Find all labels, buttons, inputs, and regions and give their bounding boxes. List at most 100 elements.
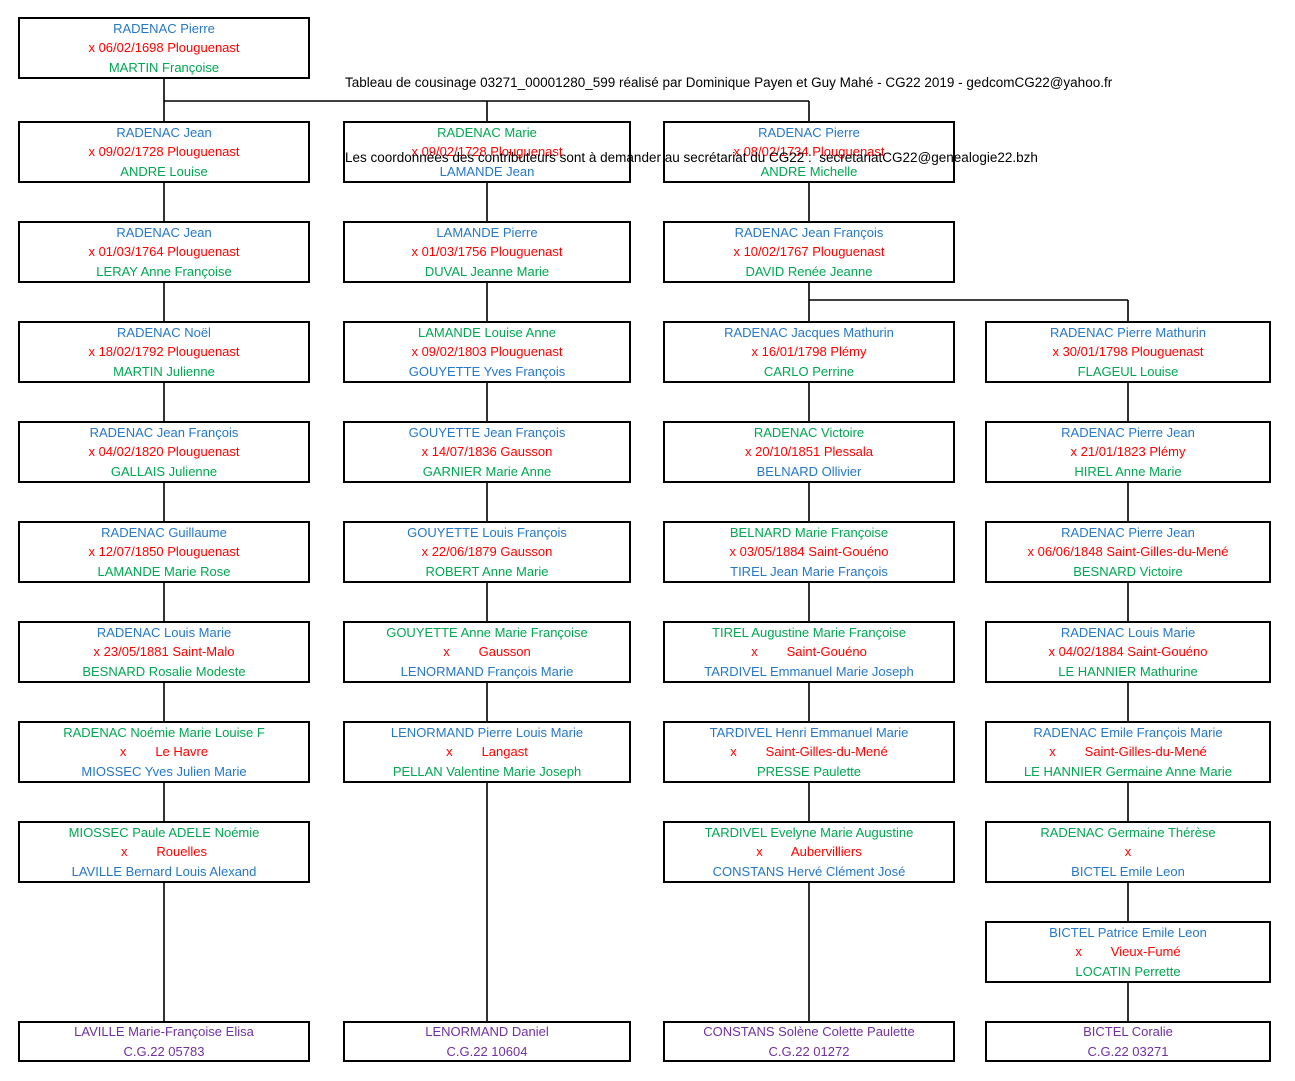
spouse-name: GALLAIS Julienne xyxy=(110,463,218,479)
person-box: RADENAC Marie x 09/02/1728 Plouguenast LAM… xyxy=(343,121,631,183)
marriage-info: x 01/03/1756 Plouguenast xyxy=(411,244,563,260)
person-box: LAMANDE Pierre x 01/03/1756 Plouguenast DU… xyxy=(343,221,631,283)
person-box: LAMANDE Louise Anne x 09/02/1803 Plouguen… xyxy=(343,321,631,383)
person-name: RADENAC Noël xyxy=(117,324,211,340)
person-name: MIOSSEC Paule ADELE Noémie xyxy=(68,824,260,840)
spouse-name: ANDRE Michelle xyxy=(760,163,858,179)
terminal-box: LENORMAND Daniel C.G.22 10604 xyxy=(343,1021,631,1062)
marriage-info: x 06/02/1698 Plouguenast xyxy=(88,40,240,56)
marriage-info: x 16/01/1798 Plémy xyxy=(751,344,867,360)
chart-subtitle: Les coordonnées des contributeurs sont à… xyxy=(345,150,1038,165)
terminal-box: BICTEL Coralie C.G.22 03271 xyxy=(985,1021,1271,1062)
person-box: RADENAC Victoire x 20/10/1851 Plessala BEL… xyxy=(663,421,955,483)
spouse-name: GARNIER Marie Anne xyxy=(422,463,552,479)
person-box: RADENAC Pierre Jean x 06/06/1848 Saint-Gi… xyxy=(985,521,1271,583)
person-name: LAMANDE Pierre xyxy=(436,224,538,240)
marriage-info: x 12/07/1850 Plouguenast xyxy=(88,544,240,560)
person-box: RADENAC Emile François Marie x Saint-Gill… xyxy=(985,721,1271,783)
marriage-info: x 22/06/1879 Gausson xyxy=(421,544,553,560)
marriage-info: x 09/02/1728 Plouguenast xyxy=(411,144,563,160)
person-name: RADENAC Germaine Thérèse xyxy=(1040,824,1216,840)
person-box: RADENAC Louis Marie x 04/02/1884 Saint-Go… xyxy=(985,621,1271,683)
person-box: RADENAC Pierre x 08/02/1734 Plouguenast AN… xyxy=(663,121,955,183)
marriage-info: x Saint-Gilles-du-Mené xyxy=(1049,744,1207,760)
person-box: TARDIVEL Henri Emmanuel Marie x Saint-Gil… xyxy=(663,721,955,783)
spouse-name: ROBERT Anne Marie xyxy=(425,563,549,579)
person-name: TIREL Augustine Marie Françoise xyxy=(712,624,906,640)
person-box: RADENAC Guillaume x 12/07/1850 Plouguenas… xyxy=(18,521,310,583)
marriage-info: x 18/02/1792 Plouguenast xyxy=(88,344,240,360)
spouse-name: ANDRE Louise xyxy=(120,163,208,179)
marriage-info: x Vieux-Fumé xyxy=(1075,944,1181,960)
person-box: RADENAC Jean x 01/03/1764 Plouguenast LERA… xyxy=(18,221,310,283)
person-name: RADENAC Pierre Jean xyxy=(1061,424,1195,440)
marriage-info: x 23/05/1881 Saint-Malo xyxy=(93,644,235,660)
person-box: RADENAC Jean François x 10/02/1767 Plougu… xyxy=(663,221,955,283)
terminal-name: LAVILLE Marie-Françoise Elisa xyxy=(74,1024,254,1039)
person-box: BELNARD Marie Françoise x 03/05/1884 Sain… xyxy=(663,521,955,583)
person-name: RADENAC Jean xyxy=(116,124,212,140)
spouse-name: MARTIN Françoise xyxy=(108,59,220,75)
person-name: RADENAC Noémie Marie Louise F xyxy=(63,724,265,740)
spouse-name: MARTIN Julienne xyxy=(113,363,215,379)
spouse-name: LAMANDE Marie Rose xyxy=(97,563,231,579)
spouse-name: PELLAN Valentine Marie Joseph xyxy=(392,763,582,779)
person-box: RADENAC Jacques Mathurin x 16/01/1798 Plé… xyxy=(663,321,955,383)
spouse-name: GOUYETTE Yves François xyxy=(408,363,566,379)
marriage-info: x 10/02/1767 Plouguenast xyxy=(733,244,885,260)
person-box: GOUYETTE Jean François x 14/07/1836 Gauss… xyxy=(343,421,631,483)
spouse-name: LERAY Anne Françoise xyxy=(96,263,232,279)
spouse-name: LENORMAND François Marie xyxy=(400,663,574,679)
person-box: GOUYETTE Louis François x 22/06/1879 Gaus… xyxy=(343,521,631,583)
spouse-name: BESNARD Rosalie Modeste xyxy=(82,663,246,679)
spouse-name: LOCATIN Perrette xyxy=(1075,963,1181,979)
marriage-info: x 30/01/1798 Plouguenast xyxy=(1052,344,1204,360)
marriage-info: x 04/02/1820 Plouguenast xyxy=(88,444,240,460)
person-name: BELNARD Marie Françoise xyxy=(729,524,889,540)
person-box: RADENAC Germaine Thérèse x BICTEL Emile Le… xyxy=(985,821,1271,883)
spouse-name: TARDIVEL Emmanuel Marie Joseph xyxy=(704,663,914,679)
person-name: GOUYETTE Jean François xyxy=(408,424,566,440)
person-box: RADENAC Jean x 09/02/1728 Plouguenast ANDR… xyxy=(18,121,310,183)
person-name: BICTEL Patrice Emile Leon xyxy=(1049,924,1207,940)
terminal-name: BICTEL Coralie xyxy=(1083,1024,1173,1039)
marriage-info: x 09/02/1728 Plouguenast xyxy=(88,144,240,160)
spouse-name: BICTEL Emile Leon xyxy=(1071,863,1185,879)
person-name: RADENAC Pierre xyxy=(758,124,860,140)
cg-reference: C.G.22 05783 xyxy=(123,1043,205,1059)
marriage-info: x 21/01/1823 Plémy xyxy=(1070,444,1186,460)
spouse-name: DUVAL Jeanne Marie xyxy=(424,263,550,279)
person-name: LENORMAND Pierre Louis Marie xyxy=(390,724,584,740)
chart-title: Tableau de cousinage 03271_00001280_599 … xyxy=(345,75,1113,90)
person-name: RADENAC Louis Marie xyxy=(96,624,232,640)
person-box: RADENAC Louis Marie x 23/05/1881 Saint-Ma… xyxy=(18,621,310,683)
marriage-info: x Rouelles xyxy=(121,844,207,860)
person-name: GOUYETTE Anne Marie Françoise xyxy=(386,624,588,640)
person-box: RADENAC Noël x 18/02/1792 Plouguenast MART… xyxy=(18,321,310,383)
marriage-info: x Gausson xyxy=(443,644,531,660)
spouse-name: LAMANDE Jean xyxy=(439,163,535,179)
person-box: TIREL Augustine Marie Françoise x Saint-G… xyxy=(663,621,955,683)
cg-reference: C.G.22 01272 xyxy=(768,1043,850,1059)
cg-reference: C.G.22 03271 xyxy=(1087,1043,1169,1059)
spouse-name: LAVILLE Bernard Louis Alexand xyxy=(71,863,257,879)
spouse-name: LE HANNIER Mathurine xyxy=(1058,663,1198,679)
marriage-info: x 01/03/1764 Plouguenast xyxy=(88,244,240,260)
marriage-info: x 08/02/1734 Plouguenast xyxy=(733,144,885,160)
spouse-name: CONSTANS Hervé Clément José xyxy=(712,863,906,879)
person-box: TARDIVEL Evelyne Marie Augustine x Auberv… xyxy=(663,821,955,883)
person-name: RADENAC Guillaume xyxy=(101,524,227,540)
marriage-info: x Le Havre xyxy=(119,744,209,760)
marriage-info: x Saint-Gouéno xyxy=(751,644,867,660)
marriage-info: x 03/05/1884 Saint-Gouéno xyxy=(729,544,889,560)
chart-header: Tableau de cousinage 03271_00001280_599 … xyxy=(345,20,1112,220)
person-name: RADENAC Pierre Mathurin xyxy=(1049,324,1207,340)
spouse-name: TIREL Jean Marie François xyxy=(730,563,888,579)
person-name: RADENAC Victoire xyxy=(753,424,865,440)
person-box: LENORMAND Pierre Louis Marie x Langast PEL… xyxy=(343,721,631,783)
spouse-name: LE HANNIER Germaine Anne Marie xyxy=(1023,763,1233,779)
spouse-name: PRESSE Paulette xyxy=(756,763,862,779)
spouse-name: HIREL Anne Marie xyxy=(1074,463,1182,479)
